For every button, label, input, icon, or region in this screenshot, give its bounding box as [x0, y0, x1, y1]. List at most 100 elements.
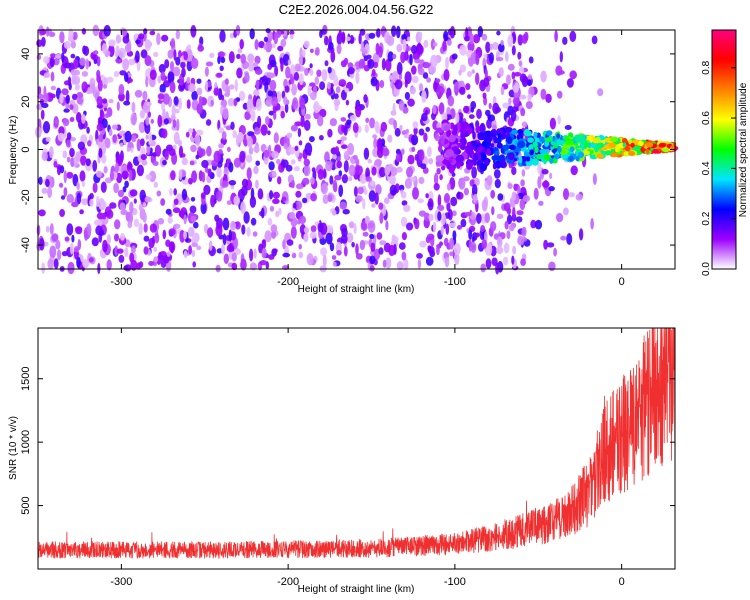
spectrogram-cell — [511, 255, 515, 265]
spectrogram-cell — [428, 158, 434, 165]
spectrogram-cell — [183, 214, 187, 225]
spectrogram-cell — [170, 38, 176, 49]
spectrogram-cell — [630, 142, 635, 148]
spectrogram-cell — [175, 56, 181, 66]
spectrogram-cell — [445, 149, 455, 157]
spectrogram-cell — [49, 146, 54, 159]
spectrogram-cell — [114, 50, 119, 58]
spectrogram-cell — [138, 33, 145, 40]
spectrogram-cell — [181, 157, 188, 166]
spectrogram-cell — [539, 148, 548, 154]
spectrogram-cell — [515, 216, 523, 223]
spectrogram-cell — [38, 176, 43, 185]
spectrogram-cell — [521, 34, 528, 44]
spectrogram-cell — [278, 207, 282, 215]
spectrogram-cell — [220, 56, 226, 64]
spectrogram-cell — [375, 42, 380, 55]
spectrogram-cell — [436, 122, 441, 130]
spectrogram-cell — [289, 211, 296, 220]
spectrogram-cell — [592, 173, 597, 186]
spectrogram-cell — [468, 229, 473, 241]
spectrogram-cell — [217, 51, 225, 58]
spectrogram-cell — [158, 252, 162, 259]
spectrogram-cell — [477, 146, 484, 153]
spectrogram-cell — [76, 91, 84, 99]
spectrogram-cell — [569, 146, 575, 153]
spectrogram-cell — [277, 176, 282, 185]
spectrogram-cell — [113, 182, 119, 194]
spectrogram-cell — [173, 49, 177, 61]
spectrogram-cell — [287, 59, 292, 66]
spectrogram-cell — [465, 83, 471, 91]
spectrogram-cell — [55, 239, 61, 250]
spectrogram-cell — [317, 222, 324, 233]
spectrogram-cell — [523, 128, 530, 137]
spectrogram-cell — [433, 172, 439, 185]
spectrogram-cell — [609, 136, 619, 143]
spectrogram-cell — [114, 162, 119, 174]
spectrogram-cell — [205, 80, 209, 92]
spectrogram-cell — [122, 58, 129, 71]
spectrogram-cell — [309, 136, 315, 143]
spectrogram-cell — [333, 93, 339, 100]
spectrogram-cell — [175, 29, 180, 40]
spectrogram-cell — [316, 69, 322, 77]
spectrogram-cell — [193, 221, 199, 229]
spectrogram-cell — [57, 132, 65, 142]
spectrogram-cell — [355, 158, 360, 167]
spectrogram-cell — [269, 205, 275, 212]
spectrogram-cell — [379, 80, 385, 88]
spectrogram-cell — [444, 256, 450, 268]
spectrogram-cell — [87, 140, 92, 147]
spectrogram-cell — [343, 160, 349, 173]
spectrogram-cell — [313, 101, 320, 114]
spectrogram-cell — [249, 248, 254, 262]
spectrogram-cell — [419, 240, 427, 248]
spectrogram-cell — [509, 144, 516, 151]
spectrogram-cell — [206, 145, 212, 157]
spectrogram-cell — [340, 136, 347, 141]
spectrogram-cell — [186, 99, 191, 109]
spectrogram-cell — [520, 179, 525, 187]
spectrogram-cell — [570, 165, 578, 176]
spectrogram-cell — [140, 154, 147, 161]
spectrogram-cell — [348, 221, 355, 229]
spectrogram-cell — [411, 75, 419, 84]
spectrogram-cell — [596, 153, 604, 159]
spectrogram-cell — [459, 44, 467, 56]
spectrogram-cell — [481, 125, 485, 131]
spectrogram-cell — [423, 132, 428, 143]
spectrogram-cell — [82, 259, 90, 269]
spectrogram-cell — [554, 30, 558, 43]
spectrogram-cell — [145, 174, 152, 180]
spectrogram-cell — [248, 59, 255, 72]
colorbar-tick-label: 0.6 — [701, 111, 712, 125]
spectrogram-cell — [214, 214, 220, 222]
spectrogram-cell — [401, 200, 408, 206]
colorbar-gradient — [711, 29, 737, 270]
spectrogram-cell — [236, 67, 243, 79]
spectrogram-cell — [157, 75, 162, 84]
spectrogram-cell — [506, 136, 513, 145]
spectrogram-cell — [49, 57, 55, 68]
spectrogram-cell — [197, 45, 204, 52]
spectrogram-cell — [437, 194, 442, 207]
spectrogram-cell — [224, 92, 230, 97]
spectrogram-cell — [227, 98, 235, 107]
spectrogram-cell — [439, 174, 443, 181]
spectrogram-cell — [490, 129, 497, 134]
spectrogram-cell — [270, 224, 278, 233]
spectrogram-cell — [189, 205, 197, 214]
spectrogram-cell — [476, 108, 482, 119]
spectrogram-cell — [448, 222, 456, 228]
spectrogram-cell — [456, 191, 461, 199]
spectrogram-cell — [494, 178, 501, 189]
spectrogram-cell — [309, 231, 317, 239]
spectrogram-cell — [496, 246, 504, 255]
spectrogram-cell — [213, 87, 220, 96]
spectrogram-cell — [303, 226, 310, 234]
spectrogram-cell — [181, 67, 186, 78]
spectrogram-cell — [268, 254, 275, 260]
spectrogram-cell — [341, 31, 346, 44]
spectrogram-cell — [504, 126, 513, 134]
